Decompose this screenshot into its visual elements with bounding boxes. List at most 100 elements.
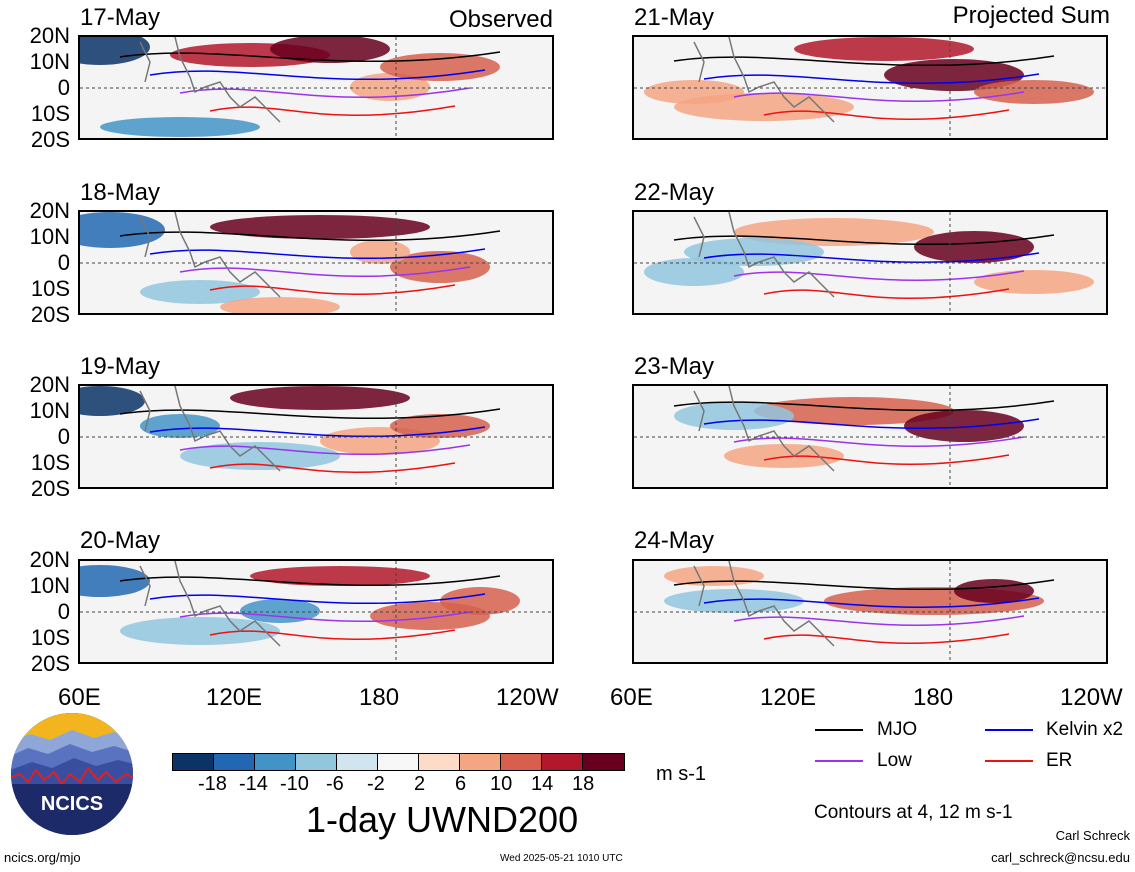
legend-label-er: ER [1046, 750, 1073, 771]
legend-swatch-low [815, 760, 863, 762]
lat-label: 20N [29, 23, 70, 48]
lat-label: 10S [30, 625, 70, 650]
colorbar-tick-label: 10 [490, 773, 513, 795]
map-panel [78, 210, 554, 315]
coastline [693, 386, 835, 472]
contour-line [763, 288, 1010, 300]
lat-label: 10S [30, 276, 70, 301]
wind-anomaly-blob [390, 414, 490, 438]
colorbar-swatch [459, 753, 501, 771]
lon-label: 180 [913, 684, 954, 711]
colorbar-swatch [336, 753, 378, 771]
coastline [139, 37, 281, 123]
footer-url: ncics.org/mjo [4, 850, 81, 865]
colorbar-tick-label: -6 [326, 773, 344, 795]
wind-anomaly-blob [120, 617, 280, 645]
wind-anomaly-blob [180, 442, 340, 470]
colorbar-tick-label: -18 [198, 773, 227, 795]
colorbar [172, 753, 627, 771]
contour-line [209, 284, 456, 296]
lat-label: 0 [57, 424, 70, 449]
contour-line [763, 633, 1010, 645]
lon-label: 120E [760, 684, 817, 711]
contour-line [733, 615, 1025, 627]
map-field [80, 561, 552, 662]
lat-label: 20S [30, 127, 70, 152]
contour-line [179, 87, 471, 99]
lat-label: 10N [29, 49, 70, 74]
wind-anomaly-blob [240, 599, 320, 623]
wind-anomaly-blob [140, 414, 220, 438]
coastline [139, 386, 281, 472]
wind-anomaly-blob [80, 37, 150, 65]
coastline [139, 561, 281, 647]
contour-line [119, 51, 501, 63]
contour-line [149, 593, 486, 605]
panel-date-label: 20-May [80, 527, 161, 554]
lon-label: 120E [206, 684, 263, 711]
colorbar-tick-label: 2 [414, 773, 426, 795]
panel-date-label: 21-May [634, 4, 715, 31]
lat-label: 20S [30, 651, 70, 676]
footer-author: Carl Schreck [1055, 828, 1130, 843]
contour-line [733, 436, 1025, 448]
wind-anomaly-blob [734, 218, 934, 246]
wind-anomaly-blob [350, 240, 410, 264]
map-field [80, 212, 552, 313]
map-panel [78, 35, 554, 140]
panel-date-label: 19-May [80, 353, 161, 380]
wind-anomaly-blob [380, 53, 500, 81]
contour-line [149, 69, 486, 81]
contour-line [209, 629, 456, 641]
contour-line [673, 579, 1055, 591]
coastline [693, 212, 835, 298]
contour-legend: MJO Kelvin x2 Low ER [815, 718, 1131, 778]
wind-anomaly-blob [794, 37, 974, 61]
lat-label: 0 [57, 75, 70, 100]
lon-label: 180 [359, 684, 400, 711]
footer-email: carl_schreck@ncsu.edu [991, 850, 1130, 865]
colorbar-swatch [500, 753, 542, 771]
map-panel [632, 35, 1108, 140]
colorbar-unit: m s-1 [656, 763, 706, 785]
wind-anomaly-blob [644, 258, 744, 286]
coastline [693, 37, 835, 123]
contour-line [703, 73, 1040, 85]
wind-anomaly-blob [270, 37, 390, 63]
map-field [634, 212, 1106, 313]
wind-anomaly-blob [644, 80, 744, 104]
lat-label: 20S [30, 476, 70, 501]
lat-label: 0 [57, 599, 70, 624]
lat-label: 10S [30, 450, 70, 475]
logo-text: NCICS [41, 793, 103, 815]
legend-label-kelvin: Kelvin x2 [1046, 719, 1124, 740]
colorbar-tick-label: -2 [367, 773, 385, 795]
wind-anomaly-blob [954, 579, 1034, 603]
lat-label: 20S [30, 302, 70, 327]
map-field [634, 37, 1106, 138]
map-field [80, 386, 552, 487]
lat-label: 20N [29, 547, 70, 572]
panel-date-label: 17-May [80, 4, 161, 31]
contour-line [179, 266, 471, 278]
colorbar-swatch [418, 753, 460, 771]
contour-line [733, 91, 1025, 103]
colorbar-swatch [213, 753, 255, 771]
wind-anomaly-blob [390, 251, 490, 283]
lon-label: 120W [496, 684, 559, 711]
map-field [634, 386, 1106, 487]
legend-label-low: Low [877, 750, 912, 771]
legend-swatch-er [985, 760, 1033, 762]
wind-anomaly-blob [220, 297, 340, 313]
panel-date-label: 18-May [80, 179, 161, 206]
wind-anomaly-blob [914, 231, 1034, 263]
wind-anomaly-blob [100, 117, 260, 137]
contour-line [209, 105, 456, 117]
contour-line [119, 408, 501, 420]
wind-anomaly-blob [440, 587, 520, 615]
observed-title: Observed [448, 6, 553, 33]
colorbar-title: 1-day UWND200 [306, 799, 579, 840]
ncics-logo-icon: NCICS [11, 713, 133, 835]
colorbar-tick-label: -14 [239, 773, 268, 795]
lat-label: 10S [30, 101, 70, 126]
